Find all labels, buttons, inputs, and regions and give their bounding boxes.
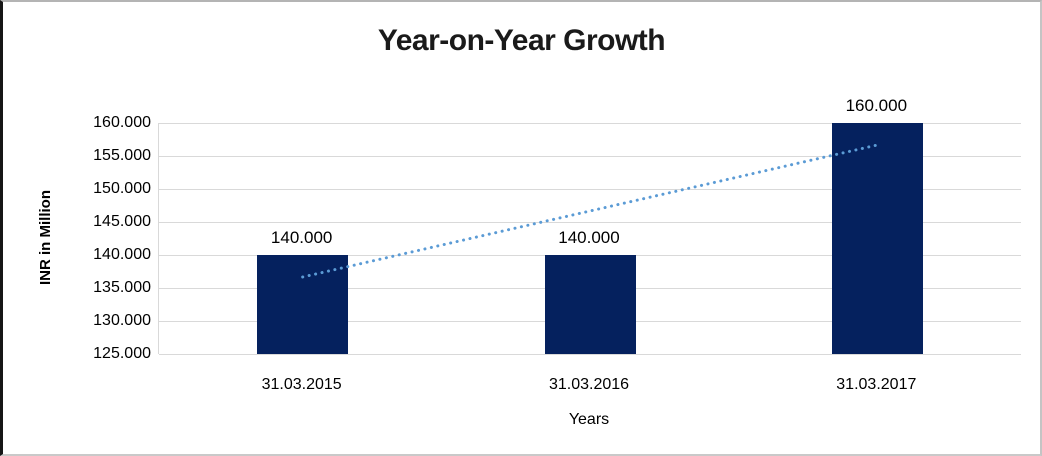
x-axis-tick-label: 31.03.2015 <box>261 376 342 393</box>
y-axis-tick-label: 130.000 <box>93 312 151 329</box>
gridline <box>159 222 1021 223</box>
bar-value-label: 140.000 <box>270 228 333 247</box>
chart-title: Year-on-Year Growth <box>377 24 666 57</box>
bar <box>831 123 923 354</box>
bar <box>257 255 349 354</box>
trendline <box>301 143 879 279</box>
x-axis-tick-label: 31.03.2016 <box>548 376 630 393</box>
gridline <box>159 189 1021 190</box>
y-axis-tick-label: 155.000 <box>93 147 151 164</box>
y-axis-tick-label: 125.000 <box>93 345 151 362</box>
gridline <box>159 123 1021 124</box>
gridline <box>159 156 1021 157</box>
y-axis-tick-label: 160.000 <box>93 114 151 131</box>
plot-area <box>158 123 1021 355</box>
x-axis-title: Years <box>568 411 610 428</box>
y-axis-tick-label: 145.000 <box>93 213 151 230</box>
x-axis-tick-label: 31.03.2017 <box>836 376 917 393</box>
bar <box>544 255 636 354</box>
y-axis-tick-label: 150.000 <box>93 180 151 197</box>
y-axis-tick-label: 135.000 <box>93 279 151 296</box>
bar-value-label: 160.000 <box>845 96 908 115</box>
gridline <box>159 354 1021 355</box>
y-axis-tick-label: 140.000 <box>93 246 151 263</box>
bar-value-label: 140.000 <box>558 228 620 247</box>
